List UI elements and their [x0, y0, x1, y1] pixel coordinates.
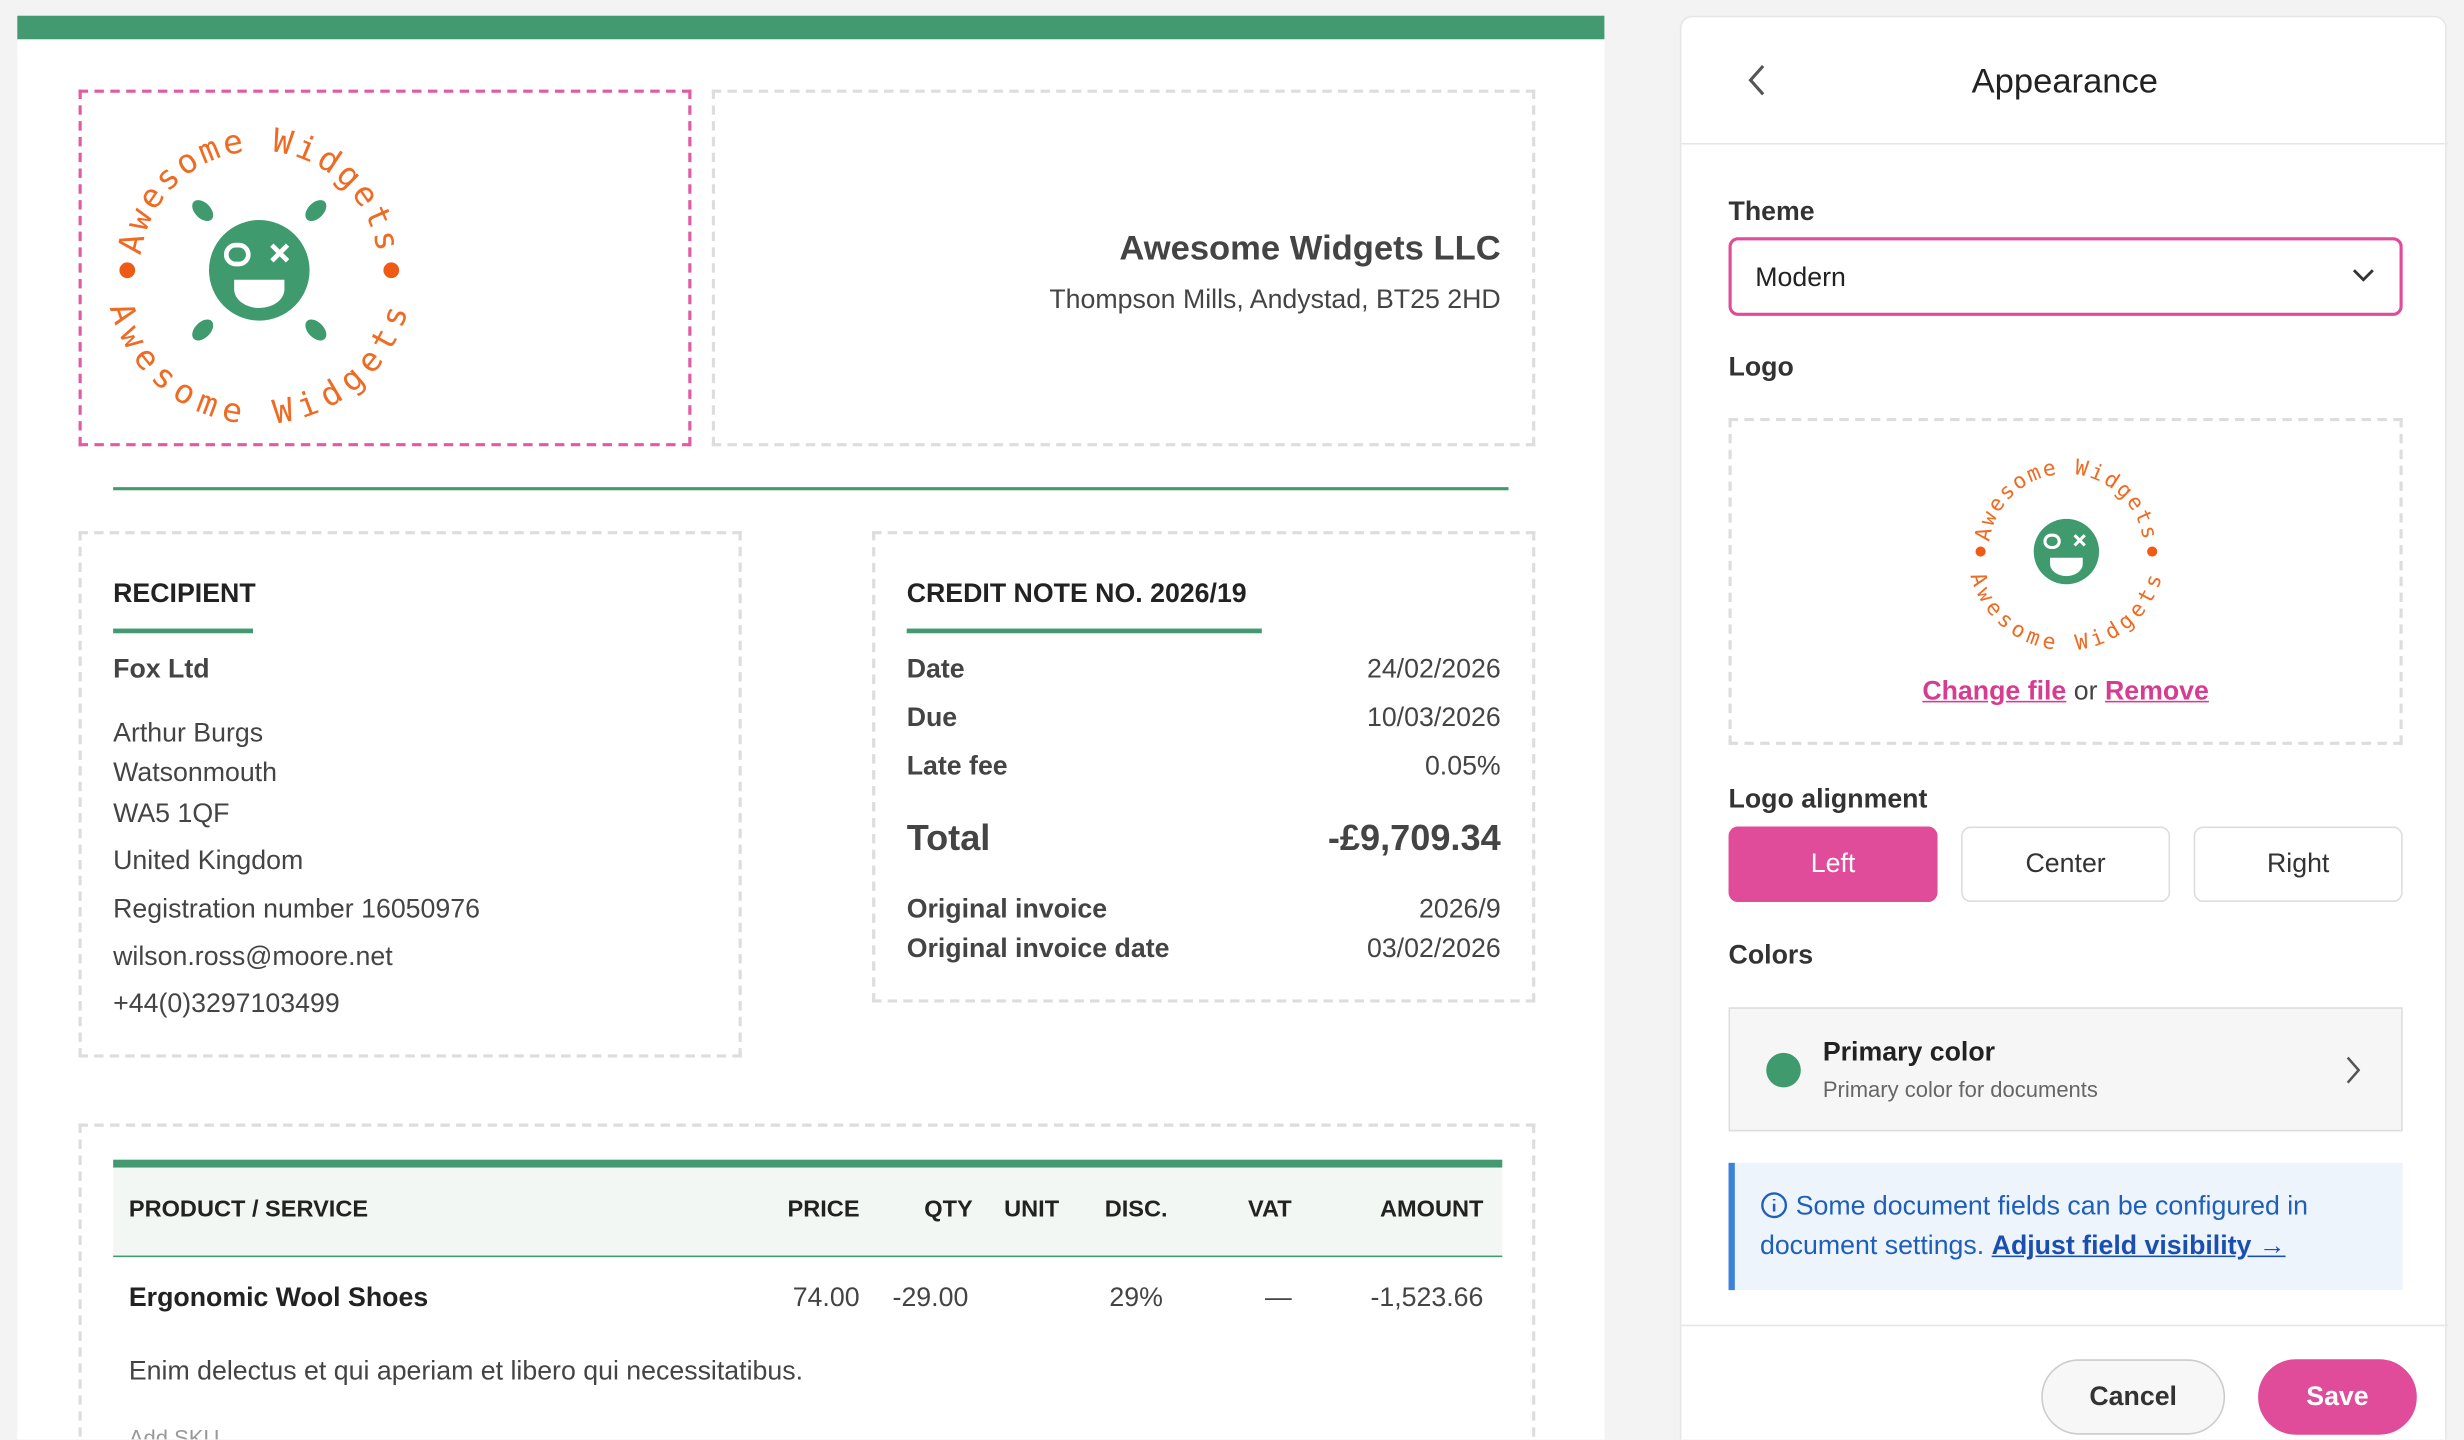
- company-address: Thompson Mills, Andystad, BT25 2HD: [1049, 284, 1501, 315]
- underline: [906, 628, 1262, 634]
- add-sku[interactable]: Add SKU: [128, 1425, 220, 1440]
- credit-note-box: CREDIT NOTE NO. 2026/19 Date 24/02/2026 …: [872, 531, 1536, 1003]
- address-line: Arthur Burgs: [113, 718, 264, 748]
- remove[interactable]: Remove: [2104, 675, 2209, 706]
- info-link[interactable]: Adjust field visibility →: [1991, 1230, 2286, 1261]
- panel-title: Appearance: [1971, 61, 2159, 101]
- theme-select[interactable]: Modern: [1728, 237, 2403, 316]
- info-box: Some document fields can be configured i…: [1728, 1162, 2403, 1291]
- company-box: Awesome Widgets LLC Thompson Mills, Andy…: [711, 89, 1536, 447]
- save-button[interactable]: Save: [2258, 1359, 2417, 1435]
- total-value: -£9,709.34: [1327, 817, 1501, 858]
- upload-actions: Change file or Remove: [1732, 676, 2400, 707]
- heading: RECIPIENT: [113, 578, 256, 609]
- row-value: 0.05%: [1424, 751, 1501, 781]
- separator: [1681, 142, 2449, 145]
- info-text: Some document fields can be configured i…: [1760, 1186, 2357, 1265]
- appearance-panel: Appearance Theme Modern Logo Awesome Wid…: [1679, 15, 2449, 1440]
- row-label: Original invoice: [906, 894, 1108, 924]
- cancel-button[interactable]: Cancel: [2041, 1359, 2226, 1435]
- vat: —: [1264, 1282, 1292, 1313]
- column-header: VAT: [1248, 1195, 1292, 1223]
- column-header: UNIT: [1004, 1195, 1060, 1223]
- description: Enim delectus et qui aperiam et libero q…: [128, 1356, 804, 1386]
- price: 74.00: [792, 1282, 860, 1313]
- separator: [1681, 1324, 2449, 1327]
- theme-label: Theme: [1728, 196, 1815, 227]
- primary-color-row[interactable]: Primary color Primary color for document…: [1728, 1007, 2403, 1132]
- row-label: Late fee: [906, 751, 1008, 781]
- company-name: Awesome Widgets LLC: [1119, 227, 1501, 268]
- items-box: PRODUCT / SERVICE PRICE QTY UNIT DISC. V…: [78, 1123, 1536, 1440]
- logo: Awesome Widgets Awesome Widgets: [102, 120, 413, 428]
- column-header: PRICE: [787, 1195, 860, 1223]
- or: or: [2073, 675, 2098, 706]
- info-icon: [1761, 1192, 1788, 1219]
- row-label: Original invoice date: [906, 933, 1170, 964]
- heading: CREDIT NOTE NO. 2026/19: [906, 578, 1247, 609]
- row-label: Date: [906, 653, 965, 684]
- underline: [113, 628, 253, 634]
- registration: Registration number 16050976: [113, 894, 480, 924]
- logo-preview: Awesome Widgets Awesome Widgets: [1964, 455, 2166, 654]
- align-right[interactable]: Right: [2193, 826, 2403, 902]
- primary-color-title: Primary color: [1822, 1037, 1996, 1067]
- recipient-name: Fox Ltd: [113, 653, 210, 684]
- address-line: Watsonmouth: [113, 757, 277, 788]
- total-label: Total: [906, 817, 991, 858]
- row-value: 10/03/2026: [1366, 702, 1501, 733]
- discount: 29%: [1109, 1282, 1163, 1313]
- column-header: DISC.: [1104, 1195, 1168, 1223]
- row-value: 2026/9: [1418, 894, 1501, 924]
- back-button[interactable]: [1744, 61, 1769, 99]
- color-swatch: [1766, 1052, 1801, 1088]
- address-line: WA5 1QF: [113, 798, 230, 829]
- logo-box[interactable]: Awesome Widgets Awesome Widgets: [78, 89, 692, 447]
- theme-value: Modern: [1755, 262, 1846, 293]
- logo-label: Logo: [1728, 351, 1794, 382]
- accent-bar: [17, 15, 1605, 40]
- chevron: [2352, 269, 2374, 282]
- column-header: QTY: [924, 1195, 973, 1223]
- country: United Kingdom: [113, 845, 304, 876]
- info-message: Some document fields can be configured i…: [1759, 1191, 2309, 1261]
- recipient-box: RECIPIENT Fox Ltd Arthur Burgs Watsonmou…: [78, 531, 742, 1058]
- qty: -29.00: [892, 1282, 969, 1313]
- email: wilson.ross@moore.net: [113, 941, 393, 972]
- table-header: [113, 1159, 1503, 1258]
- divider: [113, 487, 1509, 491]
- align-center[interactable]: Center: [1961, 826, 2171, 902]
- primary-color-subtitle: Primary color for documents: [1822, 1076, 2098, 1102]
- colors-label: Colors: [1728, 939, 1814, 970]
- logo-upload[interactable]: Awesome Widgets Awesome Widgets Change f…: [1728, 417, 2403, 745]
- column-header: PRODUCT / SERVICE: [128, 1195, 369, 1223]
- alignment-label: Logo alignment: [1728, 784, 1928, 814]
- align-left[interactable]: Left: [1728, 826, 1938, 902]
- chevron: [2346, 1056, 2361, 1084]
- product: Ergonomic Wool Shoes: [128, 1282, 429, 1313]
- change-file[interactable]: Change file: [1922, 675, 2067, 706]
- row-value: 24/02/2026: [1366, 653, 1501, 684]
- phone: +44(0)3297103499: [113, 988, 340, 1019]
- row-label: Due: [906, 702, 958, 733]
- row-value: 03/02/2026: [1366, 933, 1501, 964]
- column-header: AMOUNT: [1379, 1195, 1484, 1223]
- amount: -1,523.66: [1370, 1282, 1484, 1313]
